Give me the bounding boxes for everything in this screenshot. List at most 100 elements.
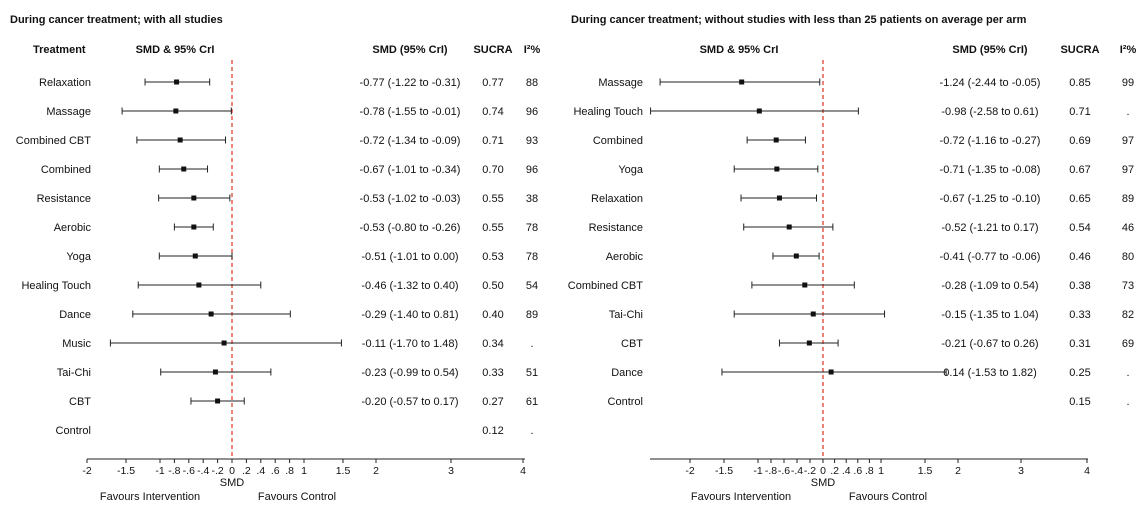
sucra-value: 0.33 <box>1069 309 1090 321</box>
sucra-value: 0.33 <box>482 367 503 379</box>
x-tick-label: -.8 <box>765 465 777 477</box>
point-estimate <box>828 369 834 375</box>
row-label: Tai-Chi <box>609 309 643 321</box>
x-tick-label: -.8 <box>168 465 180 477</box>
x-tick-label: 1 <box>301 465 307 477</box>
sucra-value: 0.53 <box>482 251 503 263</box>
point-estimate <box>196 282 202 288</box>
x-tick-label: .2 <box>242 465 251 477</box>
x-tick-label: .2 <box>830 465 839 477</box>
smd-ci-text: -0.72 (-1.34 to -0.09) <box>360 135 461 147</box>
sucra-value: 0.50 <box>482 280 503 292</box>
point-estimate <box>191 195 197 201</box>
i2-value: 51 <box>526 367 538 379</box>
favours-intervention-label: Favours Intervention <box>691 491 791 503</box>
x-tick-label: .6 <box>853 465 862 477</box>
row-label: Aerobic <box>54 222 92 234</box>
row-label: Resistance <box>589 222 643 234</box>
row-label: Healing Touch <box>573 106 643 118</box>
sucra-value: 0.15 <box>1069 396 1090 408</box>
smd-ci-text: -0.20 (-0.57 to 0.17) <box>361 396 458 408</box>
i2-value: 82 <box>1122 309 1134 321</box>
row-label: Yoga <box>66 251 92 263</box>
sucra-value: 0.25 <box>1069 367 1090 379</box>
smd-ci-text: -0.52 (-1.21 to 0.17) <box>941 222 1038 234</box>
x-tick-label: -1 <box>155 465 164 477</box>
sucra-value: 0.65 <box>1069 193 1090 205</box>
point-estimate <box>215 398 221 404</box>
x-tick-label: -1.5 <box>715 465 733 477</box>
sucra-value: 0.55 <box>482 222 503 234</box>
i2-value: 89 <box>526 309 538 321</box>
i2-value: 78 <box>526 222 538 234</box>
point-estimate <box>192 253 198 259</box>
row-label: Massage <box>46 106 91 118</box>
row-label: Dance <box>611 367 643 379</box>
sucra-value: 0.71 <box>1069 106 1090 118</box>
point-estimate <box>774 166 780 172</box>
sucra-value: 0.55 <box>482 193 503 205</box>
i2-value: 54 <box>526 280 538 292</box>
row-label: Control <box>608 396 643 408</box>
smd-ci-text: -0.98 (-2.58 to 0.61) <box>941 106 1038 118</box>
sucra-value: 0.38 <box>1069 280 1090 292</box>
x-tick-label: -.2 <box>804 465 816 477</box>
x-tick-label: .4 <box>842 465 851 477</box>
x-tick-label: .8 <box>285 465 294 477</box>
smd-ci-text: -0.23 (-0.99 to 0.54) <box>361 367 458 379</box>
col-header-smd-ci: SMD & 95% CrI <box>700 44 779 56</box>
x-tick-label: -1 <box>753 465 762 477</box>
row-label: Combined CBT <box>568 280 643 292</box>
i2-value: 69 <box>1122 338 1134 350</box>
sucra-value: 0.70 <box>482 164 503 176</box>
row-label: Relaxation <box>39 77 91 89</box>
favours-control-label: Favours Control <box>258 491 336 503</box>
x-axis-label: SMD <box>811 477 836 489</box>
smd-ci-text: -0.11 (-1.70 to 1.48) <box>362 338 458 350</box>
smd-ci-text: -0.67 (-1.25 to -0.10) <box>940 193 1041 205</box>
smd-ci-text: -0.46 (-1.32 to 0.40) <box>361 280 458 292</box>
row-label: Control <box>56 425 91 437</box>
row-label: Healing Touch <box>21 280 91 292</box>
col-header-i2: I²% <box>524 44 541 56</box>
col-header-smd-ci: SMD & 95% CrI <box>136 44 215 56</box>
row-label: CBT <box>621 338 643 350</box>
smd-ci-text: -0.78 (-1.55 to -0.01) <box>360 106 461 118</box>
x-tick-label: .8 <box>865 465 874 477</box>
col-header-smd-text: SMD (95% CrI) <box>372 44 448 56</box>
x-tick-label: .6 <box>271 465 280 477</box>
point-estimate <box>786 224 792 230</box>
smd-ci-text: -0.28 (-1.09 to 0.54) <box>941 280 1038 292</box>
col-header-i2: I²% <box>1120 44 1137 56</box>
smd-ci-text: 0.14 (-1.53 to 1.82) <box>943 367 1037 379</box>
i2-value: 93 <box>526 135 538 147</box>
row-label: Dance <box>59 309 91 321</box>
row-label: Yoga <box>618 164 644 176</box>
x-tick-label: 2 <box>955 465 961 477</box>
sucra-value: 0.67 <box>1069 164 1090 176</box>
i2-value: 78 <box>526 251 538 263</box>
point-estimate <box>806 340 812 346</box>
row-label: Combined <box>593 135 643 147</box>
point-estimate <box>173 108 179 114</box>
row-label: Massage <box>598 77 643 89</box>
x-tick-label: -1.5 <box>117 465 135 477</box>
i2-value: 89 <box>1122 193 1134 205</box>
col-header-sucra: SUCRA <box>473 44 512 56</box>
point-estimate <box>776 195 782 201</box>
panel-title: During cancer treatment; without studies… <box>571 14 1027 26</box>
x-tick-label: .4 <box>256 465 265 477</box>
point-estimate <box>181 166 187 172</box>
x-tick-label: -2 <box>685 465 694 477</box>
sucra-value: 0.54 <box>1069 222 1090 234</box>
smd-ci-text: -0.53 (-1.02 to -0.03) <box>360 193 461 205</box>
smd-ci-text: -0.53 (-0.80 to -0.26) <box>360 222 461 234</box>
x-tick-label: 0 <box>229 465 235 477</box>
row-label: Tai-Chi <box>57 367 91 379</box>
sucra-value: 0.71 <box>482 135 503 147</box>
i2-value: 99 <box>1122 77 1134 89</box>
smd-ci-text: -0.51 (-1.01 to 0.00) <box>361 251 458 263</box>
i2-value: 80 <box>1122 251 1134 263</box>
sucra-value: 0.12 <box>482 425 503 437</box>
